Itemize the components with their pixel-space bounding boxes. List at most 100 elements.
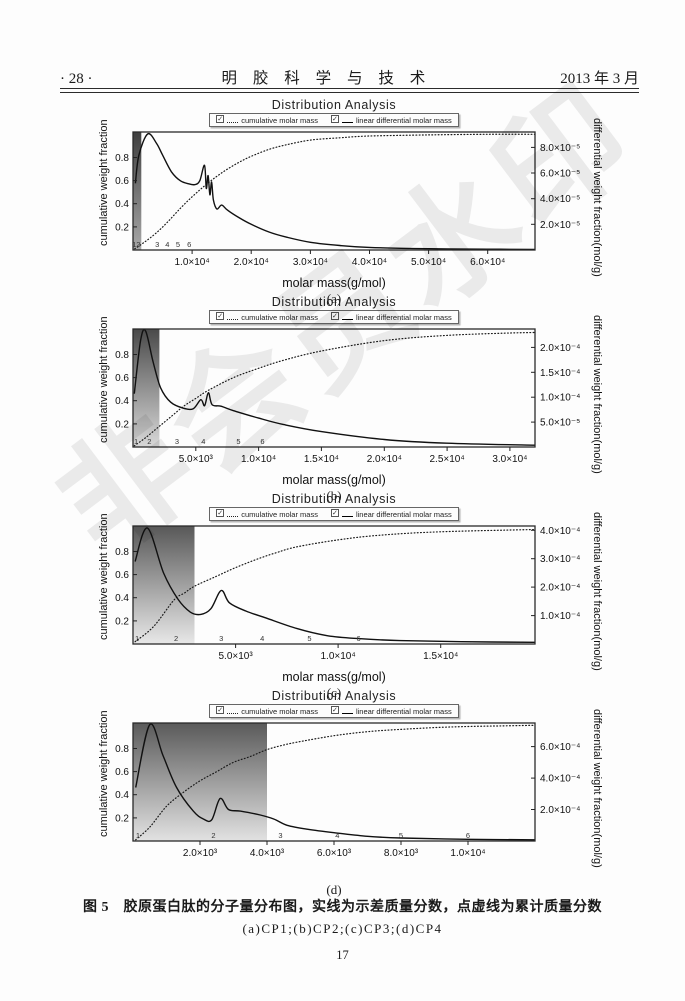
shade-band xyxy=(133,329,160,447)
checkbox-checked-icon xyxy=(330,706,339,714)
x-tick-label: 1.5×10⁴ xyxy=(423,651,458,662)
x-axis-label: molar mass(g/mol) xyxy=(282,670,386,684)
legend-label: linear differential molar mass xyxy=(355,510,452,519)
right-tick-label: 2.0×10⁻⁴ xyxy=(540,583,580,594)
slice-marker-label: 4 xyxy=(165,240,169,249)
slice-marker-label: 1 xyxy=(136,831,140,840)
legend-label: linear differential molar mass xyxy=(355,313,452,322)
right-tick-label: 1.0×10⁻⁴ xyxy=(540,393,580,404)
legend-label: linear differential molar mass xyxy=(355,707,452,716)
right-tick-label: 6.0×10⁻⁴ xyxy=(540,742,580,753)
y-axis-label-right: differential weight fraction(mol/g) xyxy=(591,511,603,671)
shade-band xyxy=(133,132,142,250)
chart-panel-c: Distribution Analysis cumulative molar m… xyxy=(95,492,655,700)
x-tick-label: 4.0×10³ xyxy=(250,848,285,859)
slice-marker-label: 4 xyxy=(260,634,264,643)
y-tick-label: 0.2 xyxy=(115,813,129,824)
chart-title: Distribution Analysis xyxy=(271,689,397,703)
legend-item-differential: linear differential molar mass xyxy=(330,312,452,322)
page-header: · 28 · 明 胶 科 学 与 技 术 2013 年 3 月 xyxy=(60,66,639,88)
y-axis-label-left: cumulative weight fraction xyxy=(98,710,110,837)
dotted-line-sample xyxy=(227,516,239,517)
right-tick-label: 4.0×10⁻⁵ xyxy=(540,194,580,205)
panel-label: (b) xyxy=(326,488,342,503)
cumulative-curve xyxy=(134,528,536,643)
y-tick-label: 0.6 xyxy=(115,373,129,384)
panel-label: (a) xyxy=(326,291,342,306)
panel-label: (d) xyxy=(326,882,342,897)
y-axis-label-left: cumulative weight fraction xyxy=(98,316,110,443)
legend-item-cumulative: cumulative molar mass xyxy=(216,706,318,716)
slice-marker-label: 2 xyxy=(211,831,215,840)
chart-legend: cumulative molar mass linear differentia… xyxy=(209,310,459,324)
slice-marker-label: 5 xyxy=(399,831,403,840)
page-marker: · 28 · xyxy=(60,71,93,87)
figure-area: Distribution Analysis cumulative molar m… xyxy=(95,98,655,897)
x-tick-label: 3.0×10⁴ xyxy=(492,454,527,465)
right-tick-label: 2.0×10⁻⁴ xyxy=(540,343,580,354)
plot-frame xyxy=(132,525,536,645)
y-axis-label-left: cumulative weight fraction xyxy=(98,513,110,640)
slice-marker-label: 3 xyxy=(278,831,282,840)
cumulative-curve xyxy=(133,331,536,447)
plot-svg: 0.2 0.4 0.6 0.8 2.0×10⁻⁴ 4.0×10⁻⁴ 6.0×10⁻⁴ 2.0×… xyxy=(115,722,580,859)
slice-marker-label: 4 xyxy=(201,437,205,446)
solid-line-sample xyxy=(341,319,353,320)
panel-label: (c) xyxy=(326,685,342,700)
y-tick-label: 0.6 xyxy=(115,767,129,778)
slice-marker-label: 6 xyxy=(187,240,191,249)
x-tick-label: 2.0×10⁴ xyxy=(234,257,269,268)
y-tick-label: 0.2 xyxy=(115,616,129,627)
y-tick-label: 0.2 xyxy=(115,222,129,233)
differential-curve xyxy=(133,328,536,446)
x-tick-label: 1.0×10⁴ xyxy=(450,848,485,859)
legend-label: cumulative molar mass xyxy=(241,313,318,322)
y-tick-label: 0.8 xyxy=(115,350,129,361)
caption-line-2: (a)CP1;(b)CP2;(c)CP3;(d)CP4 xyxy=(242,921,443,936)
cumulative-curve xyxy=(134,133,536,250)
checkbox-checked-icon xyxy=(216,706,225,714)
solid-line-sample xyxy=(341,516,353,517)
x-tick-label: 5.0×10³ xyxy=(218,651,253,662)
checkbox-checked-icon xyxy=(330,115,339,123)
slice-marker-label: 5 xyxy=(176,240,180,249)
dotted-line-sample xyxy=(227,319,239,320)
x-tick-label: 5.0×10⁴ xyxy=(411,257,446,268)
plot-svg: 0.2 0.4 0.6 0.8 5.0×10⁻⁵ 1.0×10⁻⁴ 1.5×10⁻⁴ 2.0×… xyxy=(115,328,580,465)
journal-title: 明 胶 科 学 与 技 术 xyxy=(221,70,432,87)
slice-marker-label: 2 xyxy=(136,240,140,249)
y-tick-label: 0.4 xyxy=(115,396,129,407)
slice-marker-label: 5 xyxy=(307,634,311,643)
solid-line-sample xyxy=(341,122,353,123)
right-tick-label: 5.0×10⁻⁵ xyxy=(540,418,580,429)
legend-item-cumulative: cumulative molar mass xyxy=(216,115,318,125)
chart-legend: cumulative molar mass linear differentia… xyxy=(209,704,459,718)
y-tick-label: 0.4 xyxy=(115,593,129,604)
y-tick-label: 0.6 xyxy=(115,570,129,581)
x-tick-label: 6.0×10⁴ xyxy=(470,257,505,268)
slice-marker-label: 3 xyxy=(175,437,179,446)
y-tick-label: 0.4 xyxy=(115,790,129,801)
legend-label: cumulative molar mass xyxy=(241,116,318,125)
slice-marker-label: 3 xyxy=(219,634,223,643)
shade-band xyxy=(133,723,267,841)
chart-legend: cumulative molar mass linear differentia… xyxy=(209,113,459,127)
legend-label: cumulative molar mass xyxy=(241,707,318,716)
x-tick-label: 5.0×10³ xyxy=(179,454,214,465)
y-axis-label-right: differential weight fraction(mol/g) xyxy=(591,708,603,868)
legend-item-cumulative: cumulative molar mass xyxy=(216,509,318,519)
y-axis-label-right: differential weight fraction(mol/g) xyxy=(591,117,603,277)
shade-band xyxy=(133,526,195,644)
y-tick-label: 0.6 xyxy=(115,176,129,187)
slice-marker-label: 1 xyxy=(132,240,136,249)
slice-marker-label: 1 xyxy=(134,437,138,446)
differential-curve xyxy=(135,723,536,841)
x-tick-label: 3.0×10⁴ xyxy=(293,257,328,268)
x-tick-label: 6.0×10³ xyxy=(317,848,352,859)
right-tick-label: 4.0×10⁻⁴ xyxy=(540,526,580,537)
slice-marker-label: 6 xyxy=(466,831,470,840)
chart-title: Distribution Analysis xyxy=(271,98,397,112)
slice-marker-label: 2 xyxy=(147,437,151,446)
y-axis-label-right: differential weight fraction(mol/g) xyxy=(591,314,603,474)
right-tick-label: 3.0×10⁻⁴ xyxy=(540,554,580,565)
